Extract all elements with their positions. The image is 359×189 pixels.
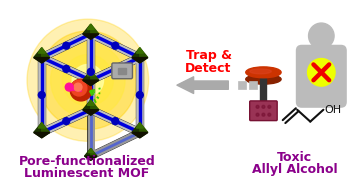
Text: Pore-functionalized: Pore-functionalized [18,155,155,167]
Polygon shape [34,123,42,138]
Circle shape [38,91,45,98]
FancyArrowPatch shape [177,77,228,94]
Polygon shape [83,100,91,115]
Polygon shape [87,100,94,105]
Polygon shape [83,24,91,39]
Circle shape [39,31,137,129]
Polygon shape [132,58,148,63]
Polygon shape [42,48,50,63]
Ellipse shape [246,67,281,78]
Polygon shape [140,123,148,138]
Polygon shape [91,100,99,115]
Circle shape [268,105,271,108]
Text: OH: OH [325,105,341,115]
Circle shape [136,91,143,98]
Text: Trap &: Trap & [186,49,232,62]
Polygon shape [88,149,94,153]
Ellipse shape [250,69,271,74]
Polygon shape [83,70,91,86]
Bar [261,78,266,104]
Polygon shape [34,48,42,63]
Bar [238,81,246,89]
Polygon shape [87,70,94,76]
Polygon shape [42,123,50,138]
Polygon shape [85,149,91,160]
Circle shape [262,105,265,108]
Circle shape [256,105,259,108]
Text: Allyl Alcohol: Allyl Alcohol [252,163,338,176]
Circle shape [74,83,82,91]
Polygon shape [132,132,148,138]
Circle shape [51,43,125,118]
Polygon shape [132,123,140,138]
Polygon shape [136,48,143,53]
Polygon shape [91,70,99,86]
Ellipse shape [246,74,281,84]
Polygon shape [87,24,94,29]
Circle shape [63,118,70,125]
Polygon shape [83,110,99,115]
Polygon shape [34,132,50,138]
Circle shape [262,113,265,116]
Circle shape [112,42,119,49]
Polygon shape [34,58,50,63]
Circle shape [71,80,87,96]
Text: Toxic: Toxic [277,151,312,163]
Circle shape [256,113,259,116]
FancyBboxPatch shape [296,45,347,108]
Circle shape [87,68,94,75]
Circle shape [112,118,119,125]
Polygon shape [83,80,99,86]
FancyBboxPatch shape [250,101,277,121]
Polygon shape [91,149,97,160]
Circle shape [70,79,92,101]
Polygon shape [140,48,148,63]
Circle shape [27,19,149,141]
Circle shape [65,83,73,91]
Polygon shape [132,48,140,63]
Circle shape [308,59,335,86]
Polygon shape [85,156,97,160]
Polygon shape [136,123,143,128]
Text: Luminescent MOF: Luminescent MOF [24,167,149,180]
Circle shape [63,42,70,49]
Polygon shape [38,123,45,128]
Circle shape [62,55,113,106]
Bar [249,81,257,89]
Circle shape [63,65,70,72]
Text: Detect: Detect [185,62,232,75]
Polygon shape [38,48,45,53]
Circle shape [72,64,103,96]
FancyBboxPatch shape [112,63,132,79]
Circle shape [112,65,119,72]
Polygon shape [91,24,99,39]
Bar [118,68,126,74]
Circle shape [309,23,334,49]
Circle shape [268,113,271,116]
Polygon shape [83,34,99,39]
